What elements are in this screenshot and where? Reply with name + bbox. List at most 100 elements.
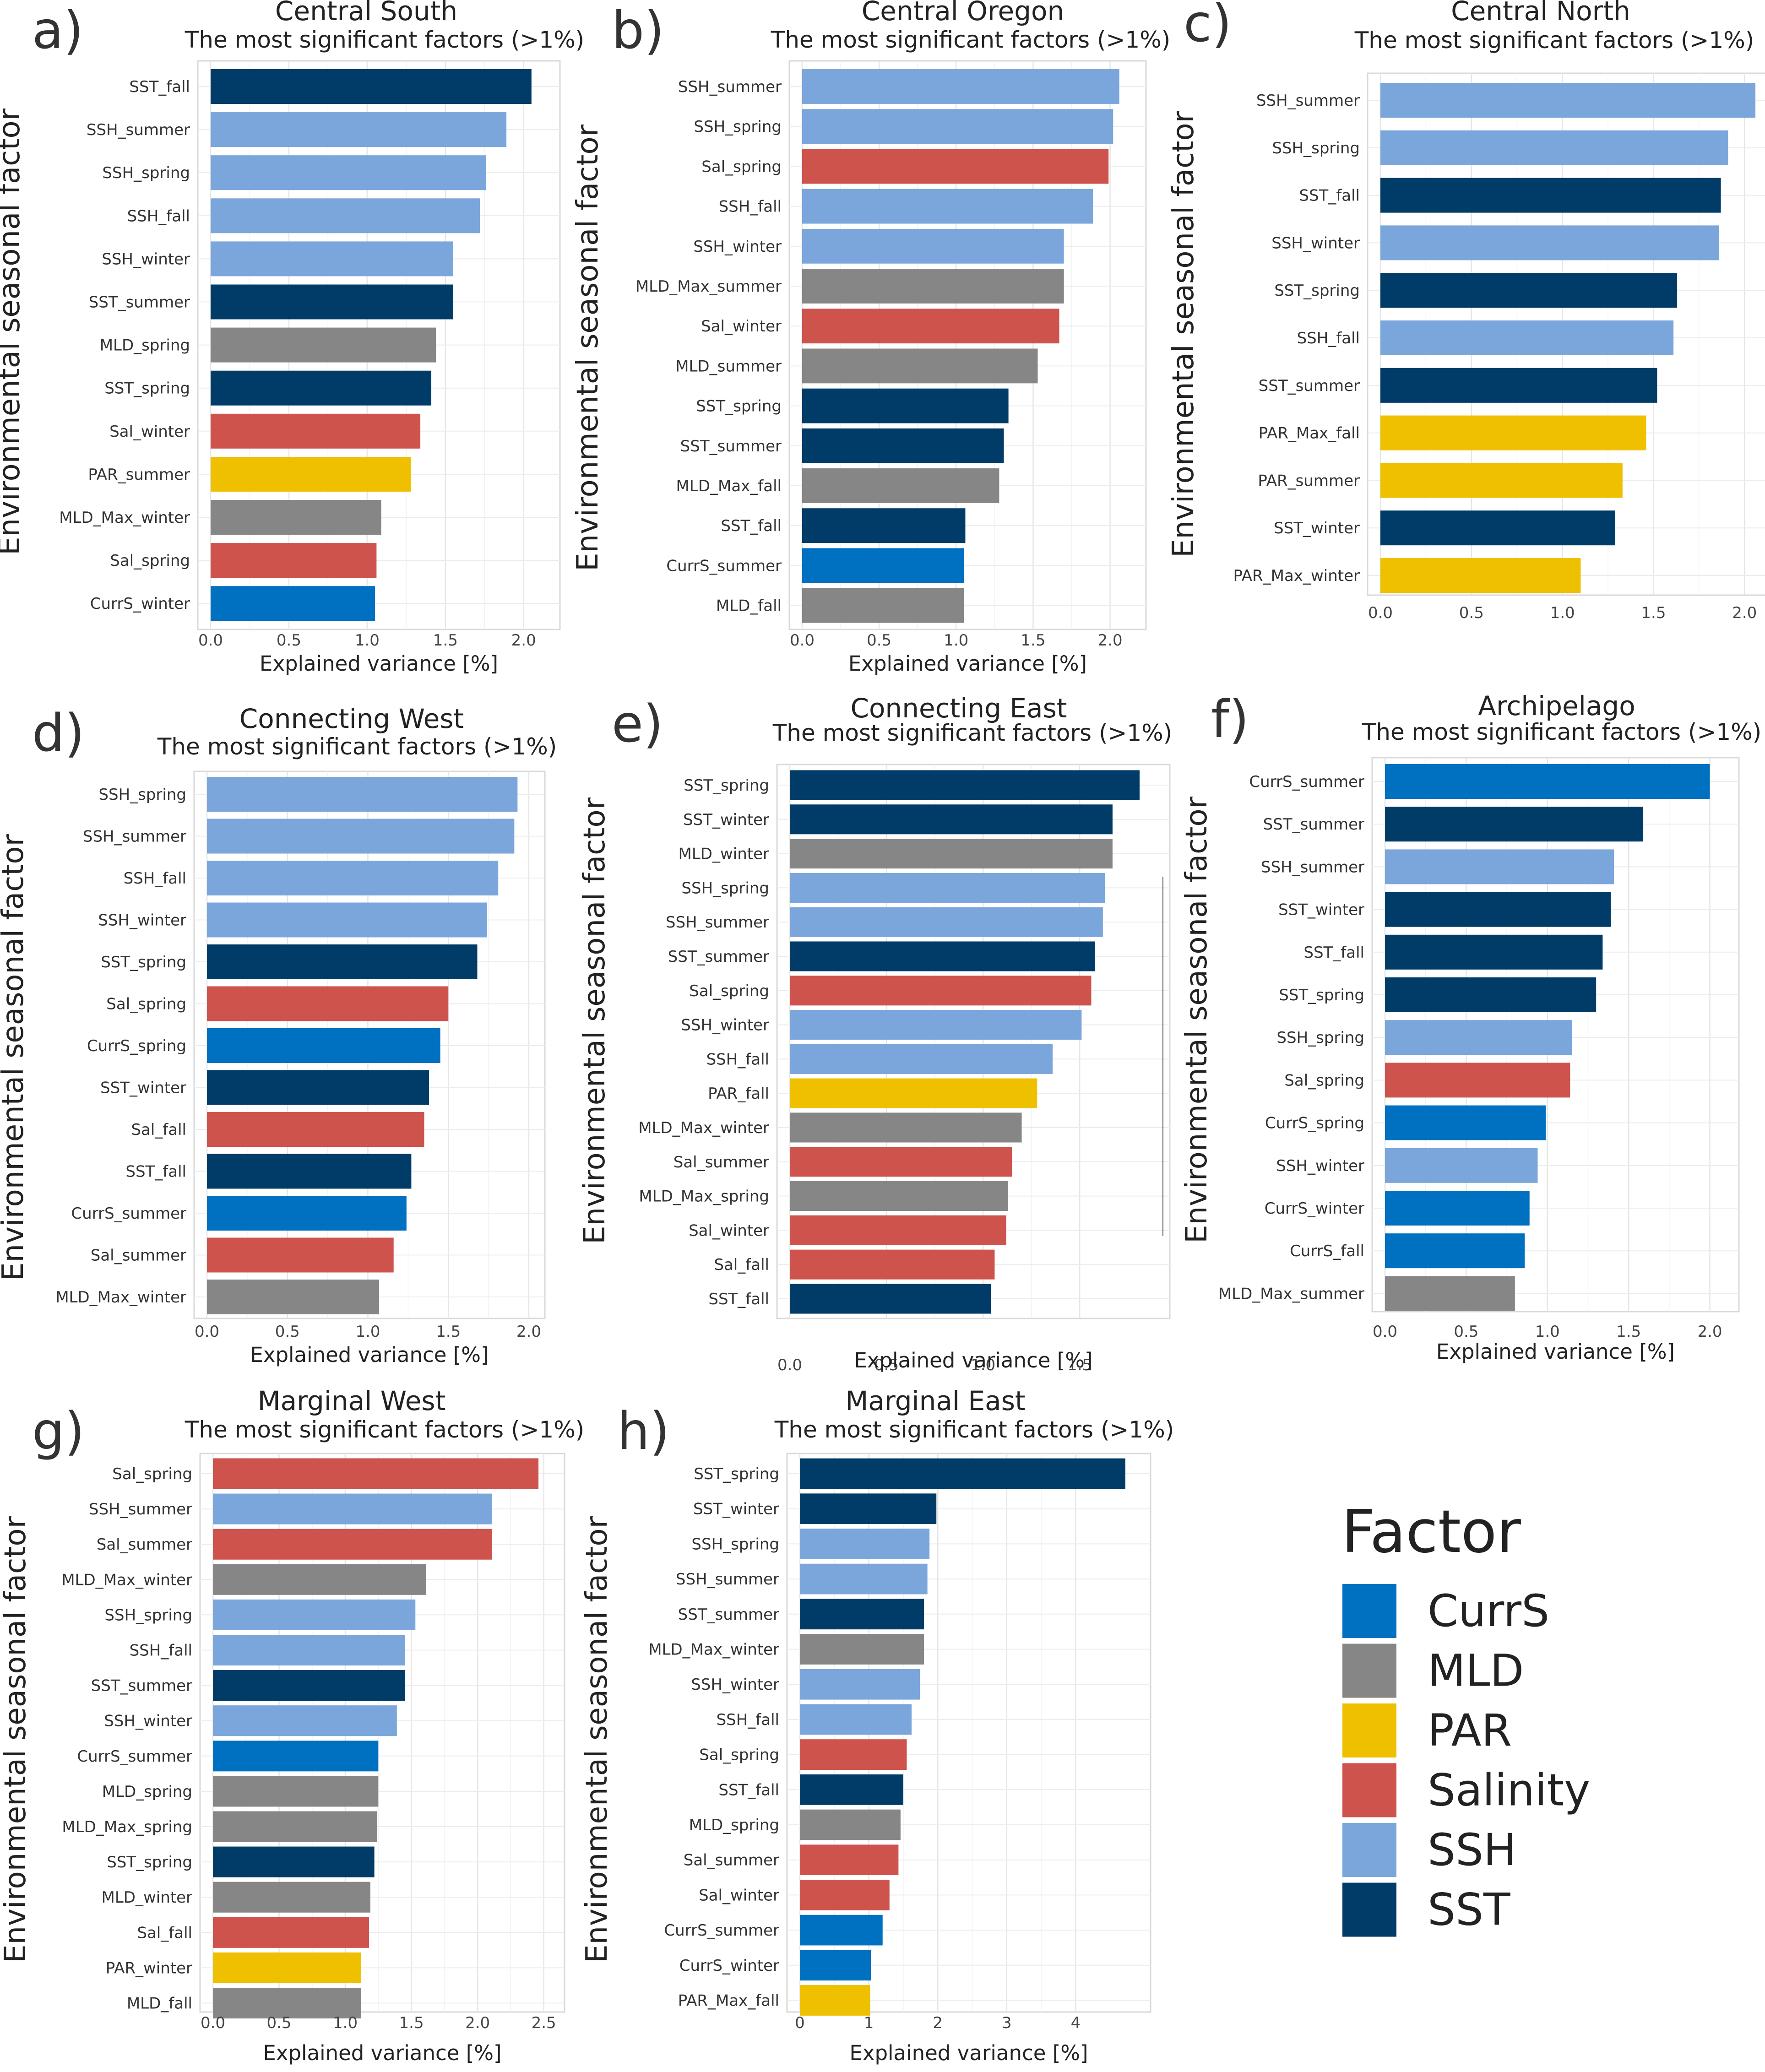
category-label: SSH_spring <box>104 1606 192 1624</box>
legend-swatch <box>1342 1584 1396 1638</box>
category-label: Sal_spring <box>110 552 190 570</box>
category-label: SST_fall <box>125 1163 186 1181</box>
legend-item-ssh: SSH <box>1342 1823 1516 1877</box>
category-label: PAR_Max_winter <box>1233 567 1360 585</box>
panel-letter: d) <box>32 704 85 763</box>
bar-sst-spring <box>800 1458 1125 1489</box>
bar-ssh-fall <box>790 1044 1053 1074</box>
category-label: MLD_spring <box>100 336 190 355</box>
x-tick-label: 0.5 <box>867 631 891 650</box>
bar-sal-winter <box>790 1215 1006 1245</box>
panel-letter: e) <box>612 694 663 754</box>
category-label: SST_spring <box>107 1853 192 1871</box>
category-label: SSH_fall <box>706 1050 769 1069</box>
x-tick-label: 1 <box>864 2014 874 2032</box>
bar-currs-summer <box>213 1741 379 1772</box>
bar-currs-spring <box>1385 1105 1546 1140</box>
category-label: MLD_Max_winter <box>55 1288 186 1307</box>
x-tick-label: 3 <box>1002 2014 1012 2032</box>
category-label: SSH_summer <box>83 828 186 846</box>
panel-title: Central Oregon <box>862 0 1064 27</box>
category-label: CurrS_winter <box>90 595 190 613</box>
chart-panel-4: SSH_spring SSH_summer SSH_fall SSH_winter SS… <box>0 703 557 1367</box>
category-label: SSH_winter <box>691 1676 779 1694</box>
bar-currs-summer <box>800 1915 883 1946</box>
category-label: SST_fall <box>718 1781 779 1799</box>
bar-mld-max-spring <box>790 1181 1008 1211</box>
bar-ssh-summer <box>213 1493 492 1524</box>
category-label: MLD_Max_winter <box>59 509 190 527</box>
category-label: SST_winter <box>693 1500 779 1519</box>
bar-sal-summer <box>213 1529 492 1560</box>
category-label: SSH_winter <box>1271 234 1360 252</box>
x-tick-label: 2.0 <box>511 631 536 650</box>
category-label: CurrS_summer <box>666 557 782 575</box>
category-label: Sal_winter <box>701 317 782 336</box>
chart-panel-3: SSH_summer SSH_spring SST_fall SSH_winter SS… <box>1167 0 1765 622</box>
legend-swatch <box>1342 1882 1396 1937</box>
category-label: SSH_winter <box>102 250 190 268</box>
bar-ssh-fall <box>211 198 480 233</box>
legend-label: MLD <box>1428 1645 1524 1697</box>
bar-ssh-spring <box>211 155 486 190</box>
bar-ssh-winter <box>802 228 1064 264</box>
category-label: SST_spring <box>104 380 190 398</box>
bar-sal-winter <box>800 1880 890 1910</box>
category-label: CurrS_summer <box>71 1204 186 1223</box>
x-tick-label: 2.0 <box>1697 1323 1722 1341</box>
bar-sst-fall <box>1380 178 1721 213</box>
bar-ssh-spring <box>207 777 518 812</box>
bar-par-max-fall <box>1380 415 1646 450</box>
bar-par-winter <box>213 1952 361 1983</box>
x-tick-label: 2.0 <box>1732 604 1757 622</box>
chart-panel-8: SST_spring SST_winter SSH_spring SSH_summer… <box>580 1385 1174 2065</box>
bar-sst-summer <box>1385 807 1644 842</box>
category-label: MLD_spring <box>689 1816 779 1834</box>
bar-sal-fall <box>790 1249 995 1280</box>
panel-subtitle: The most significant factors (>1%) <box>1354 27 1754 54</box>
category-label: Sal_summer <box>91 1247 186 1265</box>
bar-currs-winter <box>211 586 375 621</box>
x-tick-label: 0.5 <box>266 2014 291 2032</box>
category-label: MLD_Max_spring <box>62 1818 192 1836</box>
y-axis-label: Environmental seasonal factor <box>0 834 30 1281</box>
panel-title: Marginal East <box>845 1385 1025 1416</box>
bar-ssh-fall <box>800 1704 912 1735</box>
category-label: MLD_Max_summer <box>635 277 782 296</box>
category-label: SST_fall <box>129 78 190 96</box>
bar-ssh-spring <box>1385 1020 1572 1055</box>
panel-letter: a) <box>32 1 83 60</box>
panel-subtitle: The most significant factors (>1%) <box>771 27 1170 53</box>
panel-title: Marginal West <box>258 1385 446 1416</box>
x-tick-label: 2.5 <box>532 2014 556 2032</box>
bar-ssh-winter <box>207 902 487 938</box>
x-tick-label: 0.0 <box>790 631 815 650</box>
category-label: SSH_summer <box>89 1500 192 1519</box>
category-label: SST_spring <box>1274 282 1360 300</box>
panel-title: Archipelago <box>1478 690 1635 721</box>
category-label: MLD_fall <box>716 597 782 615</box>
category-label: MLD_Max_summer <box>1218 1285 1364 1303</box>
bar-sal-spring <box>790 976 1092 1006</box>
x-tick-label: 0.5 <box>1459 604 1484 622</box>
bar-currs-summer <box>802 548 964 583</box>
panel-subtitle: The most significant factors (>1%) <box>157 733 557 760</box>
x-axis-label: Explained variance [%] <box>1436 1340 1675 1364</box>
x-tick-label: 2.0 <box>1098 631 1123 650</box>
category-label: MLD_fall <box>127 1995 192 2013</box>
bar-sal-winter <box>802 309 1059 344</box>
category-label: Sal_spring <box>689 982 769 1000</box>
bar-ssh-winter <box>213 1705 397 1736</box>
category-label: Sal_fall <box>714 1256 769 1274</box>
category-label: SST_summer <box>89 293 190 312</box>
chart-panel-5: SST_spring SST_winter MLD_winter SSH_spring… <box>578 693 1172 1374</box>
bar-sst-winter <box>800 1493 937 1524</box>
legend-item-salinity: Salinity <box>1342 1763 1590 1817</box>
legend-swatch <box>1342 1643 1396 1698</box>
factor-legend: Factor CurrS MLD PAR Salinity SSH SST <box>1341 1498 1590 1937</box>
bar-sal-summer <box>790 1147 1012 1177</box>
category-label: MLD_Max_fall <box>676 477 782 495</box>
category-label: SST_winter <box>1274 519 1360 537</box>
bar-ssh-winter <box>1385 1148 1538 1183</box>
x-axis-label: Explained variance [%] <box>250 1343 489 1367</box>
